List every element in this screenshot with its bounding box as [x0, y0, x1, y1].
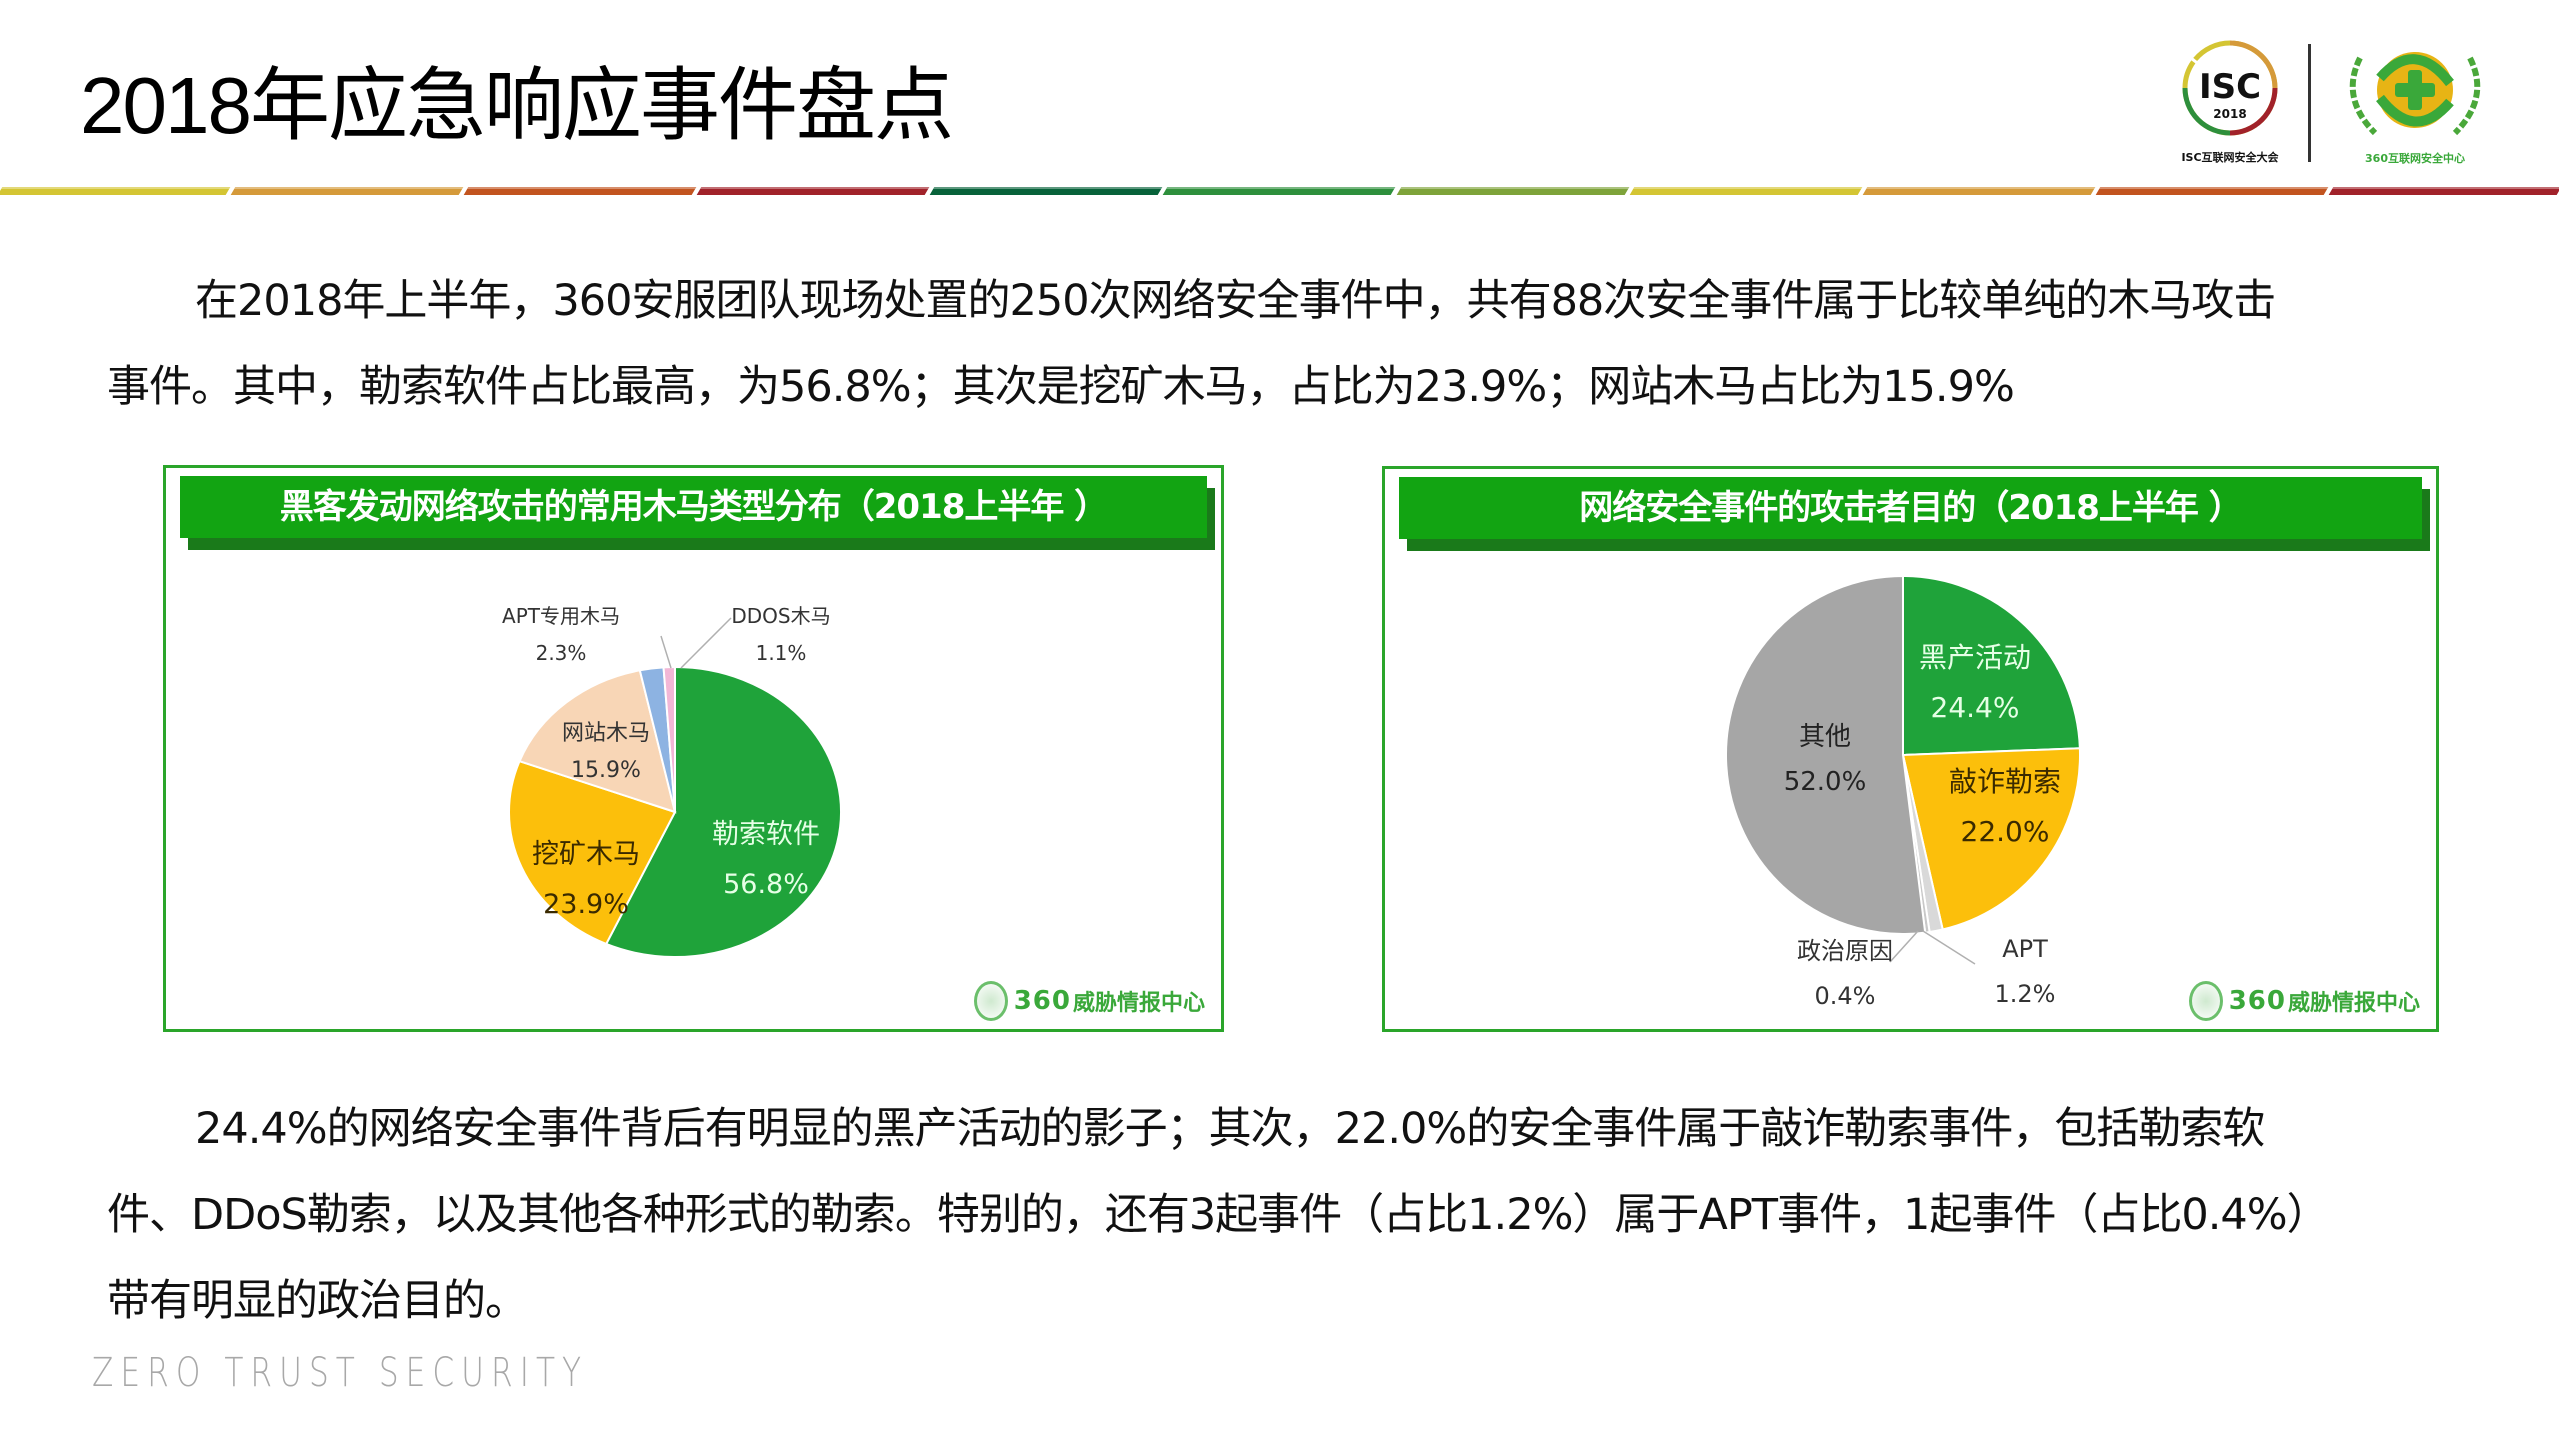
summary-line-3: 带有明显的政治目的。 [107, 1276, 528, 1326]
svg-text:2018: 2018 [2213, 107, 2246, 121]
data-label: 15.9% [571, 758, 641, 783]
pie-slice [518, 669, 677, 814]
divider-segment [2095, 187, 2329, 195]
attacker-purpose-chart-panel: 网络安全事件的攻击者目的（2018上半年 ） 黑产活动 24.4% 敲诈勒索 22.0… [1382, 466, 2439, 1032]
page-title: 2018年应急响应事件盘点 [80, 61, 954, 150]
summary-line-1: 24.4%的网络安全事件背后有明显的黑产活动的影子；其次，22.0%的安全事件属… [195, 1104, 2265, 1154]
divider-segment [930, 187, 1163, 195]
data-label: 52.0% [1784, 767, 1867, 797]
data-label: 56.8% [723, 869, 809, 900]
pie-slice [662, 665, 676, 813]
pie-slice [1902, 574, 2081, 757]
logo-separator [2308, 44, 2311, 162]
data-label: 挖矿木马 [532, 839, 640, 870]
data-label: 23.9% [543, 889, 629, 920]
divider-segment [1396, 187, 1629, 195]
divider-segment [230, 187, 464, 195]
header-logos: ISC 2018 ISC互联网安全大会 360互联网安全中心 [2160, 38, 2530, 168]
trojan-type-pie-chart: 勒索软件 56.8% 挖矿木马 23.9% 网站木马 15.9% APT专用木马 2.3% DD… [502, 604, 842, 958]
divider-segment [696, 187, 930, 195]
data-label: 22.0% [1961, 815, 2050, 848]
divider-segment [1163, 187, 1396, 195]
intro-paragraph: 在2018年上半年，360安服团队现场处置的250次网络安全事件中，共有88次安… [107, 258, 2507, 430]
footer-tagline: ZERO TRUST SECURITY [92, 1350, 589, 1396]
colored-divider [0, 187, 2559, 195]
data-label: 1.1% [756, 641, 807, 665]
chart-title: 黑客发动网络攻击的常用木马类型分布（2018上半年 ） [180, 476, 1207, 538]
divider-segment [1629, 187, 1863, 195]
threat-intel-watermark: 360 威胁情报中心 [2188, 981, 2420, 1021]
pie-slice [1901, 747, 2081, 931]
pie-slice [508, 759, 677, 946]
data-label: APT专用木马 [502, 604, 620, 628]
data-label: APT [2002, 935, 2048, 963]
leader-line [660, 635, 672, 669]
data-label: 黑产活动 [1919, 641, 2031, 674]
threat-intel-watermark: 360 威胁情报中心 [973, 981, 1205, 1021]
summary-paragraph: 24.4%的网络安全事件背后有明显的黑产活动的影子；其次，22.0%的安全事件属… [107, 1086, 2507, 1344]
globe-emblem-icon [2188, 981, 2223, 1021]
svg-text:ISC: ISC [2199, 67, 2261, 107]
divider-segment [1862, 187, 2096, 195]
data-label: 勒索软件 [712, 819, 820, 850]
divider-segment [2328, 187, 2559, 195]
intro-line-2: 事件。其中，勒索软件占比最高，为56.8%；其次是挖矿木马，占比为23.9%；网… [107, 362, 2015, 412]
globe-emblem-icon [973, 981, 1008, 1021]
svg-text:ISC互联网安全大会: ISC互联网安全大会 [2181, 150, 2279, 164]
intro-line-1: 在2018年上半年，360安服团队现场处置的250次网络安全事件中，共有88次安… [195, 276, 2276, 326]
data-label: 政治原因 [1797, 937, 1893, 965]
data-label: 1.2% [1995, 980, 2056, 1008]
leader-line [1889, 930, 1919, 963]
divider-segment [463, 187, 697, 195]
pie-slice [1725, 574, 1927, 935]
data-label: 敲诈勒索 [1949, 765, 2061, 798]
divider-segment [0, 187, 231, 195]
pie-slice [604, 665, 842, 958]
isc-logo-icon: ISC 2018 ISC互联网安全大会 [2181, 40, 2280, 164]
data-label: 0.4% [1815, 982, 1876, 1010]
svg-text:360互联网安全中心: 360互联网安全中心 [2365, 151, 2465, 165]
leader-line [680, 617, 732, 669]
data-label: 24.4% [1931, 691, 2020, 724]
data-label: DDOS木马 [731, 604, 830, 628]
attacker-purpose-pie-chart: 黑产活动 24.4% 敲诈勒索 22.0% APT 1.2% 政治原因 0.4% 其他 52.0% [1725, 574, 2081, 1010]
data-label: 其他 [1799, 722, 1851, 752]
data-label: 2.3% [536, 641, 587, 665]
data-label: 网站木马 [562, 721, 650, 746]
summary-line-2: 件、DDoS勒索，以及其他各种形式的勒索。特别的，还有3起事件（占比1.2%）属… [107, 1190, 2330, 1240]
trojan-type-chart-panel: 黑客发动网络攻击的常用木马类型分布（2018上半年 ） 勒索软件 56.8% 挖矿木… [163, 465, 1224, 1032]
360-security-center-logo-icon: 360互联网安全中心 [2349, 52, 2481, 165]
leader-line [1922, 930, 1976, 965]
chart-title: 网络安全事件的攻击者目的（2018上半年 ） [1399, 477, 2422, 539]
